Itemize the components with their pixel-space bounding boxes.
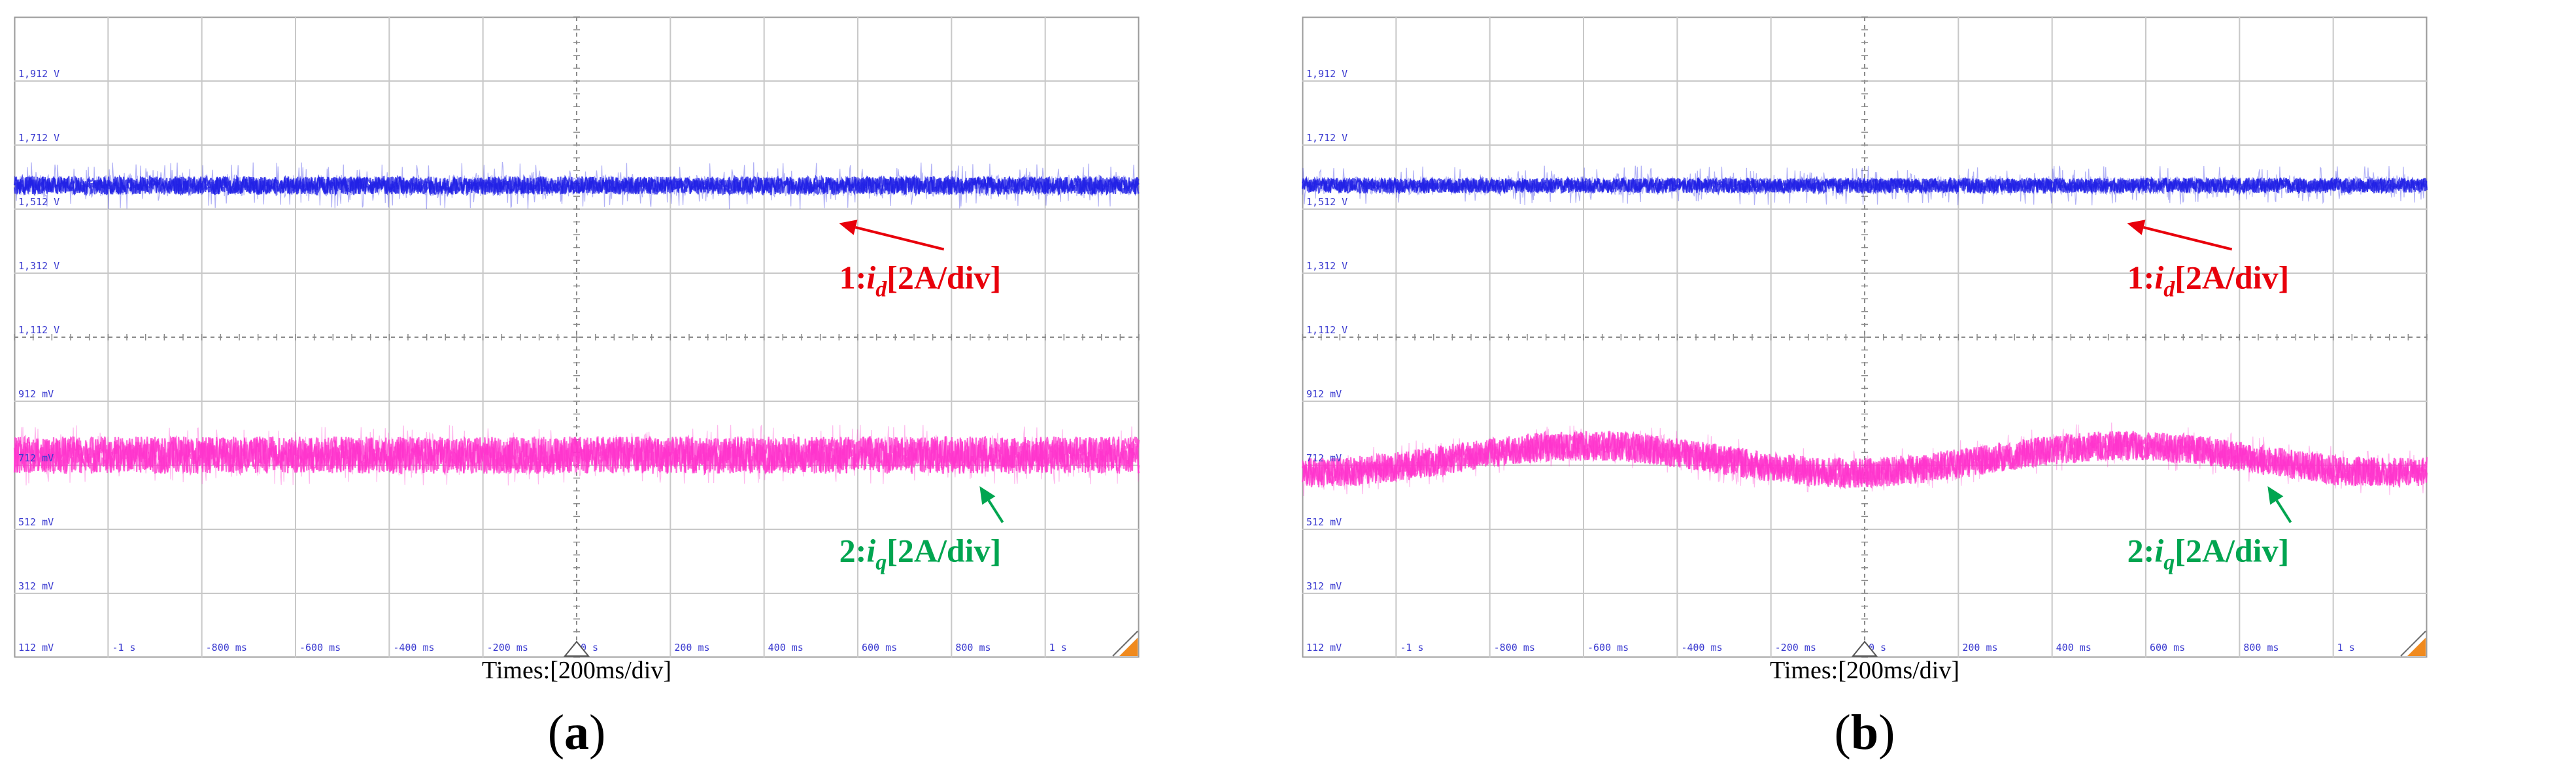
y-tick-label: 712 mV xyxy=(1306,452,1342,464)
y-tick-label: 512 mV xyxy=(1306,516,1342,528)
annotation-label-2: 2:iq[2A/div] xyxy=(839,532,1002,574)
x-tick-label: 600 ms xyxy=(862,642,897,653)
annotations: 1:id[2A/div] 2:iq[2A/div] xyxy=(2127,220,2292,574)
y-tick-label: 112 mV xyxy=(1306,642,1342,653)
trace-core-1 xyxy=(13,174,1140,197)
x-tick-label: 1 s xyxy=(2337,642,2355,653)
trigger-marker-icon xyxy=(1851,640,1878,657)
y-tick-labels: 112 mV 312 mV 512 mV 712 mV 912 mV 1,112 V 1,3… xyxy=(1306,68,1347,653)
corner-fill xyxy=(1119,638,1138,656)
y-tick-label: 312 mV xyxy=(18,580,54,592)
annotation-arrowhead-2 xyxy=(2267,486,2284,505)
annotations: 1:id[2A/div] 2:iq[2A/div] xyxy=(839,220,1004,574)
panel-label-a: (a) xyxy=(547,705,606,760)
trace-core-2 xyxy=(1301,430,2428,490)
y-tick-label: 1,112 V xyxy=(1306,324,1347,336)
y-tick-label: 712 mV xyxy=(18,452,54,464)
annotation-arrow-1 xyxy=(855,226,945,251)
x-tick-label: 600 ms xyxy=(2150,642,2185,653)
annotation-arrow-1 xyxy=(2143,226,2233,251)
y-tick-labels: 112 mV 312 mV 512 mV 712 mV 912 mV 1,112 V 1,3… xyxy=(18,68,59,653)
corner-fill xyxy=(2407,638,2426,656)
x-tick-label: 800 ms xyxy=(955,642,991,653)
y-tick-label: 1,112 V xyxy=(18,324,59,336)
annotation-arrow-2 xyxy=(987,499,1004,523)
y-tick-label: 1,912 V xyxy=(1306,68,1347,80)
y-tick-label: 1,712 V xyxy=(1306,132,1347,144)
x-tick-label: -600 ms xyxy=(299,642,341,653)
panel-label-b: (b) xyxy=(1834,705,1895,760)
x-tick-label: 400 ms xyxy=(2056,642,2092,653)
x-axis-label-b: Times:[200ms/div] xyxy=(1770,657,1959,684)
plot-svg-a: 112 mV 312 mV 512 mV 712 mV 912 mV 1,112 V 1,3… xyxy=(13,16,1140,658)
oscilloscope-plot-b: 112 mV 312 mV 512 mV 712 mV 912 mV 1,112 V 1,3… xyxy=(1301,16,2428,658)
corner-indicator-icon xyxy=(1112,631,1138,657)
y-tick-label: 312 mV xyxy=(1306,580,1342,592)
corner-indicator-icon xyxy=(2400,631,2426,657)
x-tick-label: -600 ms xyxy=(1587,642,1629,653)
x-axis-label-a: Times:[200ms/div] xyxy=(482,657,671,684)
y-tick-label: 1,912 V xyxy=(18,68,59,80)
annotation-arrowhead-2 xyxy=(979,486,996,505)
annotation-arrow-2 xyxy=(2275,499,2292,523)
x-tick-label: -1 s xyxy=(1400,642,1423,653)
x-tick-label: 400 ms xyxy=(768,642,804,653)
x-tick-label: -800 ms xyxy=(1494,642,1535,653)
x-tick-label: 200 ms xyxy=(1962,642,1997,653)
trigger-marker-icon xyxy=(563,640,590,657)
x-tick-label: 200 ms xyxy=(674,642,709,653)
y-tick-label: 1,312 V xyxy=(1306,260,1347,272)
plot-svg-b: 112 mV 312 mV 512 mV 712 mV 912 mV 1,112 V 1,3… xyxy=(1301,16,2428,658)
x-tick-label: 1 s xyxy=(1049,642,1067,653)
oscilloscope-plot-a: 112 mV 312 mV 512 mV 712 mV 912 mV 1,112 V 1,3… xyxy=(13,16,1140,658)
y-tick-label: 512 mV xyxy=(18,516,54,528)
traces xyxy=(1301,165,2428,497)
x-tick-label: -1 s xyxy=(112,642,135,653)
x-tick-labels: -1 s -800 ms -600 ms -400 ms -200 ms 0 s 200 m… xyxy=(1400,642,2354,653)
x-tick-labels: -1 s -800 ms -600 ms -400 ms -200 ms 0 s 200 m… xyxy=(112,642,1066,653)
x-tick-label: -400 ms xyxy=(1681,642,1722,653)
y-tick-label: 912 mV xyxy=(18,388,54,400)
traces xyxy=(13,161,1140,486)
x-tick-label: -400 ms xyxy=(393,642,434,653)
y-tick-label: 1,712 V xyxy=(18,132,59,144)
annotation-arrowhead-1 xyxy=(2127,220,2146,235)
corner-line xyxy=(1112,631,1138,657)
x-tick-label: -200 ms xyxy=(487,642,528,653)
trace-core-2 xyxy=(13,435,1140,476)
annotation-label-1: 1:id[2A/div] xyxy=(2127,259,2290,302)
annotation-arrowhead-1 xyxy=(839,220,858,235)
trace-core-1 xyxy=(1301,176,2428,195)
panel-b: 112 mV 312 mV 512 mV 712 mV 912 mV 1,112 V 1,3… xyxy=(1288,0,2576,775)
corner-line xyxy=(2400,631,2426,657)
x-tick-label: -200 ms xyxy=(1775,642,1816,653)
x-tick-label: 800 ms xyxy=(2243,642,2279,653)
x-tick-label: 0 s xyxy=(581,642,598,653)
y-tick-label: 112 mV xyxy=(18,642,54,653)
y-tick-label: 1,312 V xyxy=(18,260,59,272)
x-tick-label: -800 ms xyxy=(206,642,247,653)
x-tick-label: 0 s xyxy=(1869,642,1886,653)
grid xyxy=(14,16,1140,658)
y-tick-label: 1,512 V xyxy=(1306,196,1347,208)
y-tick-label: 912 mV xyxy=(1306,388,1342,400)
annotation-label-2: 2:iq[2A/div] xyxy=(2127,532,2290,574)
panel-a: 112 mV 312 mV 512 mV 712 mV 912 mV 1,112 V 1,3… xyxy=(13,16,1140,760)
annotation-label-1: 1:id[2A/div] xyxy=(839,259,1002,302)
y-tick-label: 1,512 V xyxy=(18,196,59,208)
